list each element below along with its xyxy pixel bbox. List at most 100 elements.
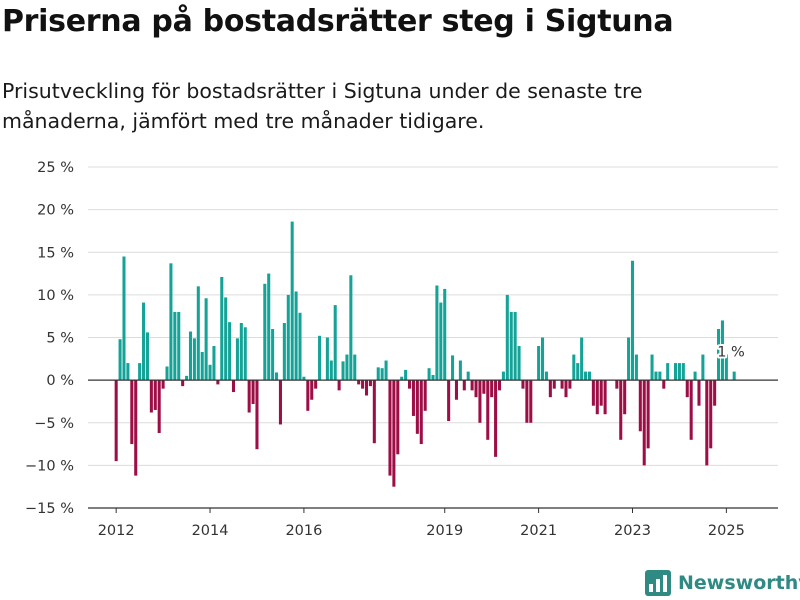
brand-name: Newsworthy	[678, 572, 800, 594]
bar	[220, 276, 224, 381]
bar	[697, 380, 701, 406]
bar	[404, 369, 408, 381]
y-tick-label: 20 %	[37, 203, 74, 219]
y-axis-labels: −15 % −10 % −5 % 0 % 5 % 10 % 15 % 20 % 25 %	[25, 160, 74, 517]
bar	[216, 380, 220, 385]
bar	[634, 354, 638, 381]
bar	[427, 368, 431, 381]
bar	[431, 375, 435, 381]
bar	[341, 361, 345, 381]
bar	[392, 380, 396, 487]
bar	[310, 380, 314, 400]
x-axis-labels: 2012 2014 2016 2019 2021 2023 2025	[98, 523, 745, 539]
bar	[447, 380, 451, 422]
bar	[251, 380, 255, 404]
bar	[615, 380, 619, 389]
bar	[685, 380, 689, 398]
brand-logo: Newsworthy	[645, 568, 800, 598]
bar	[239, 323, 243, 381]
bar	[138, 363, 142, 381]
y-tick-label: −10 %	[25, 458, 74, 474]
bar	[627, 337, 631, 381]
bar	[271, 328, 275, 381]
bar	[505, 294, 509, 381]
bar	[681, 363, 685, 381]
bar	[443, 288, 447, 381]
y-tick-label: −5 %	[34, 416, 74, 432]
bar	[235, 338, 239, 381]
bar	[408, 380, 412, 389]
bar	[333, 305, 337, 381]
bar	[368, 380, 372, 387]
bar	[364, 380, 369, 396]
bar	[204, 298, 208, 381]
bar	[231, 380, 236, 393]
bar	[314, 380, 318, 389]
bar	[294, 291, 298, 381]
bar	[630, 260, 635, 381]
bar	[263, 283, 267, 381]
bar	[188, 331, 193, 381]
axes	[88, 379, 778, 513]
bar	[564, 380, 568, 398]
x-tick-label: 2014	[192, 523, 229, 539]
bar	[118, 339, 122, 381]
bar	[302, 376, 306, 381]
bar	[145, 332, 149, 381]
bar	[149, 380, 153, 413]
bar	[157, 380, 161, 433]
bar	[361, 380, 365, 389]
bar	[638, 380, 642, 432]
bar	[677, 363, 681, 381]
bar	[576, 363, 580, 381]
x-tick-label: 2021	[520, 523, 557, 539]
bar	[169, 263, 173, 381]
bar	[376, 367, 380, 381]
bar	[400, 376, 404, 381]
bar	[435, 285, 439, 381]
bar	[599, 380, 603, 406]
annotation-label: 1 %	[717, 344, 745, 360]
bar	[709, 380, 713, 449]
bar	[267, 273, 271, 381]
bar	[580, 337, 584, 381]
bar	[666, 363, 670, 381]
bar	[130, 380, 134, 445]
bar	[384, 360, 388, 381]
bar	[275, 372, 279, 381]
chart-title: Priserna på bostadsrätter steg i Sigtuna	[2, 4, 674, 39]
bar	[255, 380, 259, 450]
bar	[114, 380, 118, 462]
bar	[161, 380, 165, 389]
bar	[646, 380, 650, 449]
bar	[196, 286, 200, 381]
bar	[462, 380, 466, 391]
bar	[224, 297, 228, 381]
bar	[247, 380, 251, 413]
bar	[501, 371, 505, 381]
bar	[411, 380, 415, 416]
bar	[122, 256, 126, 381]
bar	[603, 380, 607, 415]
bar	[208, 364, 212, 381]
bar	[458, 360, 462, 381]
bar	[134, 380, 138, 476]
bar	[396, 380, 400, 455]
bar	[713, 380, 717, 406]
bar	[552, 380, 556, 389]
bar	[185, 375, 189, 381]
y-tick-label: 15 %	[37, 245, 74, 261]
x-tick-label: 2023	[614, 523, 651, 539]
bar	[228, 322, 232, 381]
bar	[490, 380, 494, 398]
bar	[595, 380, 599, 415]
bar	[701, 354, 705, 381]
bar	[357, 380, 361, 385]
bar	[724, 354, 728, 381]
bar	[717, 328, 721, 381]
bar	[415, 380, 419, 434]
bar	[165, 366, 169, 381]
bar	[654, 371, 658, 381]
bar	[212, 346, 216, 381]
bar	[525, 380, 529, 423]
